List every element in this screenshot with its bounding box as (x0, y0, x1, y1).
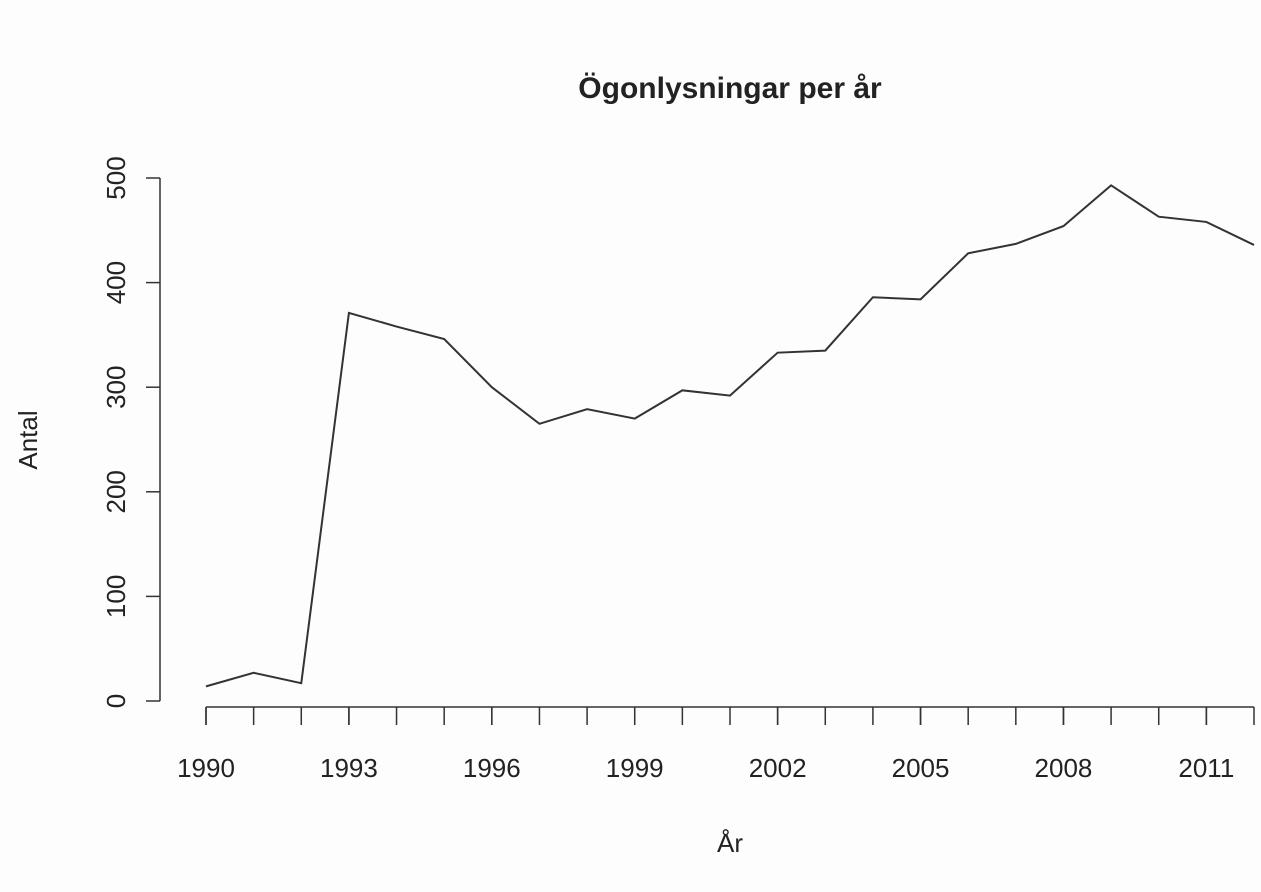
x-tick-label: 2011 (1178, 753, 1234, 783)
y-axis-label: Antal (13, 410, 43, 469)
x-axis-label: År (717, 828, 743, 858)
y-tick-label: 200 (101, 470, 131, 513)
x-tick-label: 1990 (177, 753, 235, 783)
x-tick-label: 1993 (320, 753, 378, 783)
data-line (205, 184, 1255, 688)
x-tick-label: 2005 (892, 753, 950, 783)
y-tick-label: 300 (101, 366, 131, 409)
x-tick-label: 1996 (463, 753, 521, 783)
x-tick-label: 2002 (749, 753, 807, 783)
y-tick-label: 0 (101, 694, 131, 708)
x-tick-label: 1999 (606, 753, 664, 783)
x-tick-label: 2008 (1035, 753, 1093, 783)
chart-title: Ögonlysningar per år (578, 72, 882, 105)
y-tick-label: 500 (101, 156, 131, 199)
y-tick-label: 100 (101, 575, 131, 618)
y-tick-label: 400 (101, 261, 131, 304)
